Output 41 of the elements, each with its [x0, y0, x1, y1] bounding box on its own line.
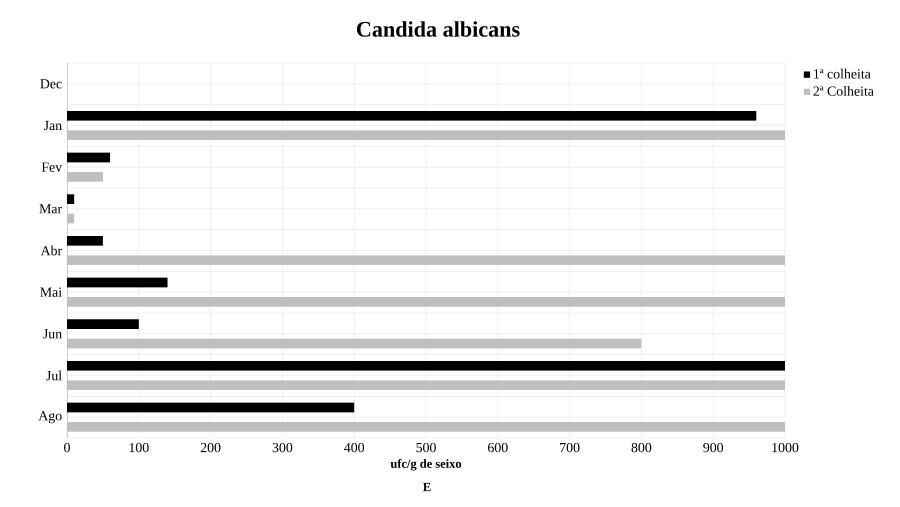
bar — [67, 380, 786, 390]
x-tick-label: 1000 — [772, 442, 798, 452]
bar — [67, 255, 786, 266]
y-tick-label: Jul — [46, 370, 62, 380]
x-axis-title: ufc/g de seixo — [390, 458, 462, 470]
x-tick-label: 200 — [200, 442, 220, 452]
bar — [67, 402, 354, 412]
bar — [67, 278, 168, 288]
bar — [67, 360, 786, 371]
chart-title: Candida albicans — [356, 21, 520, 37]
bar — [67, 110, 756, 121]
bar — [67, 338, 642, 348]
x-tick-label: 100 — [130, 442, 149, 452]
bar — [67, 194, 74, 204]
y-tick-label: Dec — [40, 79, 62, 88]
legend-label: 1ª colheita — [814, 68, 871, 79]
x-tick-label: 600 — [488, 442, 508, 452]
y-tick-label: Fev — [42, 162, 62, 172]
x-tick-label: 900 — [703, 442, 724, 452]
y-tick-label: Abr — [40, 246, 62, 256]
x-tick-label: 800 — [632, 442, 652, 452]
bar — [67, 422, 786, 432]
bar — [67, 297, 786, 307]
y-tick-label: Jun — [43, 329, 62, 338]
bar — [67, 130, 786, 140]
legend-label: 2ª Colheita — [813, 86, 874, 96]
text: E — [423, 482, 431, 492]
x-tick-label: 700 — [560, 442, 580, 452]
y-tick-label: Mar — [39, 204, 62, 214]
y-tick-label: Ago — [38, 411, 62, 424]
x-tick-label: 0 — [64, 442, 70, 452]
bar — [67, 214, 74, 224]
bar — [67, 236, 103, 246]
bar — [67, 152, 110, 162]
bar — [67, 172, 103, 182]
bar — [67, 319, 139, 329]
x-tick-label: 300 — [272, 442, 292, 452]
x-tick-label: 400 — [344, 442, 364, 452]
y-tick-label: Mai — [40, 288, 62, 297]
x-tick-label: 500 — [416, 442, 436, 452]
y-tick-label: Jan — [44, 120, 62, 130]
